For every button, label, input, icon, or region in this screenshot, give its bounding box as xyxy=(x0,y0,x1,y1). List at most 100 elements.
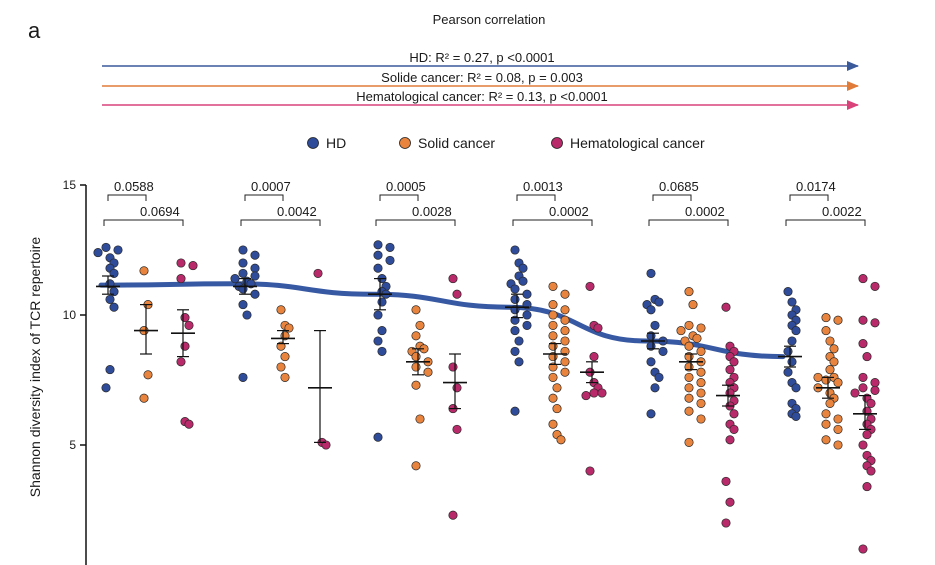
data-point xyxy=(105,294,115,304)
data-point xyxy=(548,419,558,429)
data-point xyxy=(783,346,793,356)
data-point xyxy=(238,372,248,382)
p-value-hd-heme: 0.0022 xyxy=(822,204,862,219)
data-point xyxy=(238,245,248,255)
data-point xyxy=(238,300,248,310)
data-point xyxy=(514,357,524,367)
data-point xyxy=(646,305,656,315)
data-point xyxy=(180,341,190,351)
data-point xyxy=(654,297,664,307)
data-point xyxy=(787,336,797,346)
data-point xyxy=(548,393,558,403)
data-point xyxy=(658,346,668,356)
data-point xyxy=(721,518,731,528)
data-point xyxy=(676,326,686,336)
data-point xyxy=(180,313,190,323)
data-point xyxy=(729,424,739,434)
data-point xyxy=(696,378,706,388)
data-point xyxy=(250,263,260,273)
data-point xyxy=(858,274,868,284)
data-points xyxy=(93,240,880,554)
data-point xyxy=(510,406,520,416)
bracket-hd-solid xyxy=(516,194,556,201)
data-point xyxy=(276,362,286,372)
data-point xyxy=(821,435,831,445)
data-point xyxy=(556,435,566,445)
data-point xyxy=(514,336,524,346)
data-point xyxy=(650,383,660,393)
bracket-hd-heme xyxy=(375,219,456,226)
bracket-hd-heme xyxy=(785,219,866,226)
data-point xyxy=(684,406,694,416)
data-point xyxy=(684,287,694,297)
data-point xyxy=(729,409,739,419)
data-point xyxy=(518,276,528,286)
data-point xyxy=(143,370,153,380)
data-point xyxy=(250,289,260,299)
legend-label-0: HD xyxy=(326,135,346,151)
data-point xyxy=(280,372,290,382)
data-point xyxy=(858,440,868,450)
data-point xyxy=(725,435,735,445)
data-point xyxy=(684,372,694,382)
data-point xyxy=(184,320,194,330)
p-value-hd-heme: 0.0694 xyxy=(140,204,180,219)
data-point xyxy=(548,320,558,330)
data-point xyxy=(725,365,735,375)
p-value-hd-solid: 0.0005 xyxy=(386,179,426,194)
data-point xyxy=(783,287,793,297)
data-point xyxy=(385,242,395,252)
data-point xyxy=(385,255,395,265)
data-point xyxy=(448,510,458,520)
correlation-arrows: HD: R² = 0.27, p <0.0001 Solide cancer: R… xyxy=(102,50,859,110)
data-point xyxy=(510,245,520,255)
data-point xyxy=(373,250,383,260)
data-point xyxy=(593,323,603,333)
data-point xyxy=(518,263,528,273)
data-point xyxy=(411,362,421,372)
data-point xyxy=(858,372,868,382)
data-point xyxy=(242,310,252,320)
data-point xyxy=(696,398,706,408)
data-point xyxy=(725,497,735,507)
data-point xyxy=(696,367,706,377)
bracket-hd-solid xyxy=(789,194,829,201)
bracket-hd-solid xyxy=(107,194,147,201)
data-point xyxy=(560,336,570,346)
data-point xyxy=(650,320,660,330)
data-point xyxy=(313,268,323,278)
data-point xyxy=(552,383,562,393)
data-point xyxy=(184,419,194,429)
data-point xyxy=(176,258,186,268)
data-point xyxy=(646,409,656,419)
data-point xyxy=(548,281,558,291)
data-point xyxy=(448,362,458,372)
bracket-hd-heme xyxy=(512,219,593,226)
data-point xyxy=(692,333,702,343)
data-point xyxy=(176,357,186,367)
bracket-hd-heme xyxy=(648,219,729,226)
data-point xyxy=(870,318,880,328)
correlation-label-0: HD: R² = 0.27, p <0.0001 xyxy=(409,50,554,65)
data-point xyxy=(552,404,562,414)
data-point xyxy=(510,346,520,356)
data-point xyxy=(93,248,103,258)
data-point xyxy=(560,326,570,336)
error-bars xyxy=(96,275,877,443)
data-point xyxy=(833,315,843,325)
data-point xyxy=(813,372,823,382)
bracket-hd-solid xyxy=(244,194,284,201)
significance-brackets: 0.0588 0.0694 0.0007 0.0042 0.0005 0.0028 0.00… xyxy=(103,179,866,226)
data-point xyxy=(411,380,421,390)
data-point xyxy=(791,411,801,421)
legend-marker-1 xyxy=(399,137,411,149)
data-point xyxy=(510,326,520,336)
data-point xyxy=(101,242,111,252)
data-point xyxy=(373,336,383,346)
data-point xyxy=(821,313,831,323)
data-point xyxy=(139,266,149,276)
y-tick-label-10: 10 xyxy=(63,308,77,322)
data-point xyxy=(696,346,706,356)
data-point xyxy=(109,302,119,312)
data-point xyxy=(850,388,860,398)
